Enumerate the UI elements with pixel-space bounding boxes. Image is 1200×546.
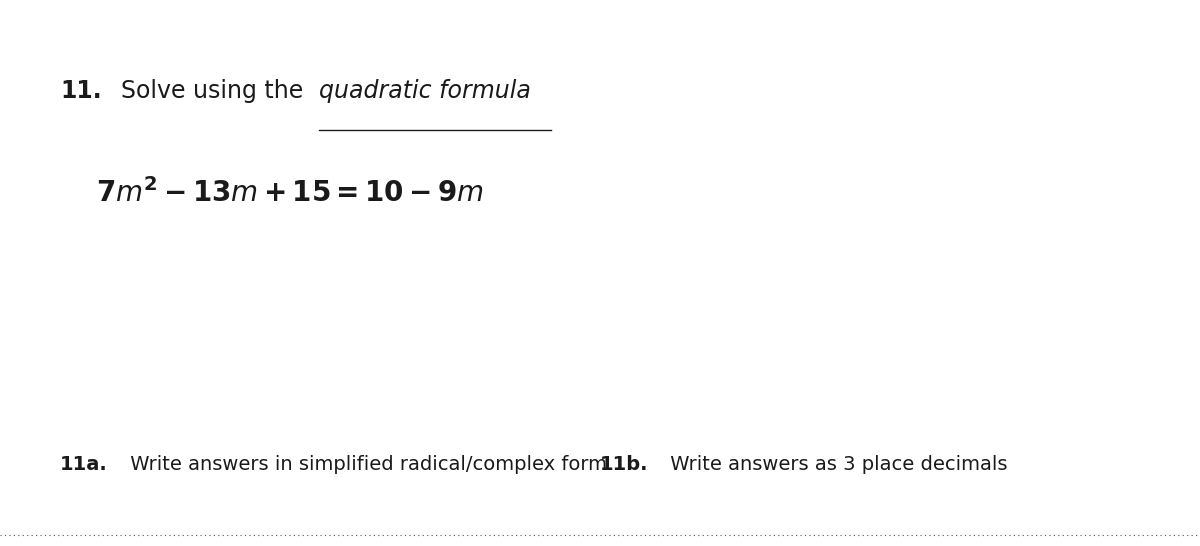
- Text: 11.: 11.: [60, 79, 102, 103]
- Text: Write answers as 3 place decimals: Write answers as 3 place decimals: [664, 455, 1007, 473]
- Text: $\mathbf{7\mathit{m}^{2}-13\mathit{m}+15=10-9\mathit{m}}$: $\mathbf{7\mathit{m}^{2}-13\mathit{m}+15…: [96, 178, 484, 208]
- Text: Solve using the: Solve using the: [106, 79, 311, 103]
- Text: 11a.: 11a.: [60, 455, 108, 473]
- Text: 11b.: 11b.: [600, 455, 648, 473]
- Text: quadratic formula: quadratic formula: [319, 79, 532, 103]
- Text: Write answers in simplified radical/complex form: Write answers in simplified radical/comp…: [124, 455, 607, 473]
